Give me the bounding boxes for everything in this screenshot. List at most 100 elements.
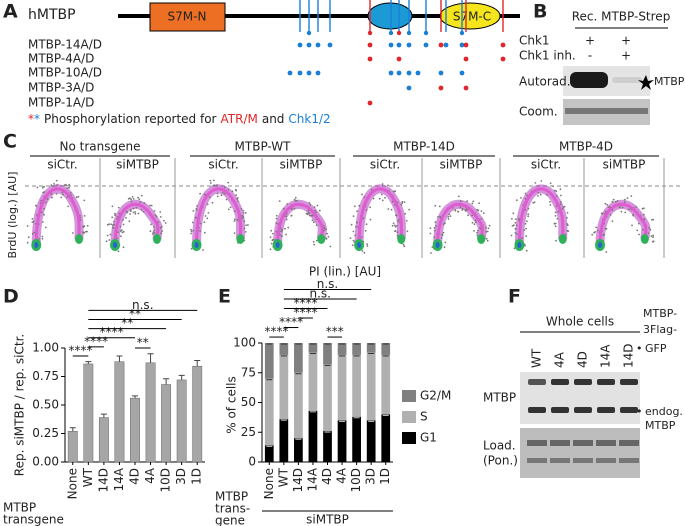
band bbox=[551, 379, 569, 385]
legend-text: and bbox=[262, 112, 285, 126]
event bbox=[315, 239, 318, 242]
bar-segment bbox=[337, 420, 347, 462]
event bbox=[652, 218, 655, 221]
event bbox=[390, 208, 393, 211]
event bbox=[41, 186, 44, 189]
event bbox=[476, 208, 479, 211]
event bbox=[41, 221, 44, 223]
event bbox=[109, 233, 112, 236]
band bbox=[620, 407, 638, 413]
event bbox=[526, 220, 528, 223]
event bbox=[281, 235, 283, 238]
event bbox=[429, 232, 432, 235]
event bbox=[137, 196, 139, 199]
site-dot bbox=[415, 70, 421, 76]
domain bbox=[367, 2, 413, 30]
site-dot bbox=[396, 70, 402, 76]
event bbox=[559, 203, 562, 206]
row-label: Chk1 inh. bbox=[519, 49, 576, 63]
blot-label: Autorad. bbox=[519, 75, 571, 89]
event bbox=[192, 210, 195, 212]
event bbox=[443, 246, 446, 249]
event bbox=[160, 232, 162, 235]
event bbox=[32, 220, 35, 223]
event bbox=[114, 212, 116, 215]
event bbox=[439, 215, 441, 218]
x-tick-label: 4D bbox=[128, 468, 142, 485]
construct-label: MTBP- bbox=[643, 307, 677, 320]
significance-label: **** bbox=[294, 306, 318, 320]
mutant-label: MTBP-10A/D bbox=[28, 66, 102, 80]
event bbox=[125, 216, 127, 219]
bar-segment bbox=[352, 354, 361, 417]
event bbox=[119, 225, 122, 228]
event bbox=[216, 184, 219, 186]
event bbox=[129, 208, 132, 211]
y-axis-label: Rep. siMTBP / rep. siCtr. bbox=[13, 334, 27, 476]
event bbox=[126, 211, 129, 214]
g2-population bbox=[477, 234, 486, 244]
event bbox=[607, 206, 610, 209]
event bbox=[242, 209, 245, 212]
band bbox=[619, 458, 639, 463]
event bbox=[117, 231, 119, 234]
event bbox=[128, 197, 131, 200]
event bbox=[537, 191, 540, 194]
event bbox=[209, 182, 212, 184]
event bbox=[112, 227, 115, 229]
event bbox=[283, 207, 285, 210]
site-dot bbox=[459, 42, 465, 48]
row-label: Chk1 bbox=[519, 34, 550, 48]
event bbox=[117, 206, 120, 209]
lane-label: 4A bbox=[553, 351, 567, 368]
g2-population bbox=[236, 234, 245, 244]
event bbox=[244, 212, 247, 214]
event bbox=[272, 232, 274, 235]
event bbox=[405, 220, 408, 222]
event bbox=[396, 231, 399, 234]
event bbox=[153, 229, 156, 232]
event bbox=[369, 206, 371, 209]
event bbox=[466, 208, 469, 211]
event bbox=[652, 236, 654, 239]
condition-label: MTBP-WT bbox=[235, 140, 292, 154]
event bbox=[122, 218, 124, 221]
event bbox=[325, 228, 328, 231]
event bbox=[408, 208, 411, 211]
kinase: Chk1/2 bbox=[288, 112, 330, 126]
event bbox=[130, 200, 133, 203]
event bbox=[293, 207, 296, 210]
g2-population bbox=[640, 234, 649, 244]
event bbox=[363, 196, 366, 199]
event bbox=[391, 224, 394, 227]
site-dot bbox=[459, 70, 465, 76]
event bbox=[534, 182, 537, 184]
event bbox=[114, 214, 116, 217]
event bbox=[235, 194, 238, 197]
event bbox=[539, 193, 542, 196]
density-core bbox=[357, 187, 403, 246]
bar bbox=[67, 430, 78, 463]
event bbox=[402, 243, 405, 246]
x-tick-label: WT bbox=[81, 467, 95, 487]
event bbox=[354, 234, 356, 237]
event bbox=[619, 206, 621, 208]
site-dot bbox=[438, 42, 444, 48]
y-axis-label: % of cells bbox=[225, 376, 239, 434]
bar-segment bbox=[381, 414, 391, 462]
event bbox=[352, 215, 355, 218]
event bbox=[488, 224, 491, 227]
event bbox=[315, 211, 318, 214]
event bbox=[559, 188, 562, 191]
event bbox=[111, 205, 114, 208]
event bbox=[242, 212, 245, 214]
event bbox=[203, 231, 206, 234]
event bbox=[153, 210, 156, 212]
event bbox=[56, 183, 59, 186]
event bbox=[60, 196, 63, 199]
event bbox=[75, 196, 78, 199]
site-dot bbox=[297, 42, 303, 48]
event bbox=[82, 226, 85, 229]
band bbox=[596, 458, 616, 463]
event bbox=[628, 208, 630, 211]
